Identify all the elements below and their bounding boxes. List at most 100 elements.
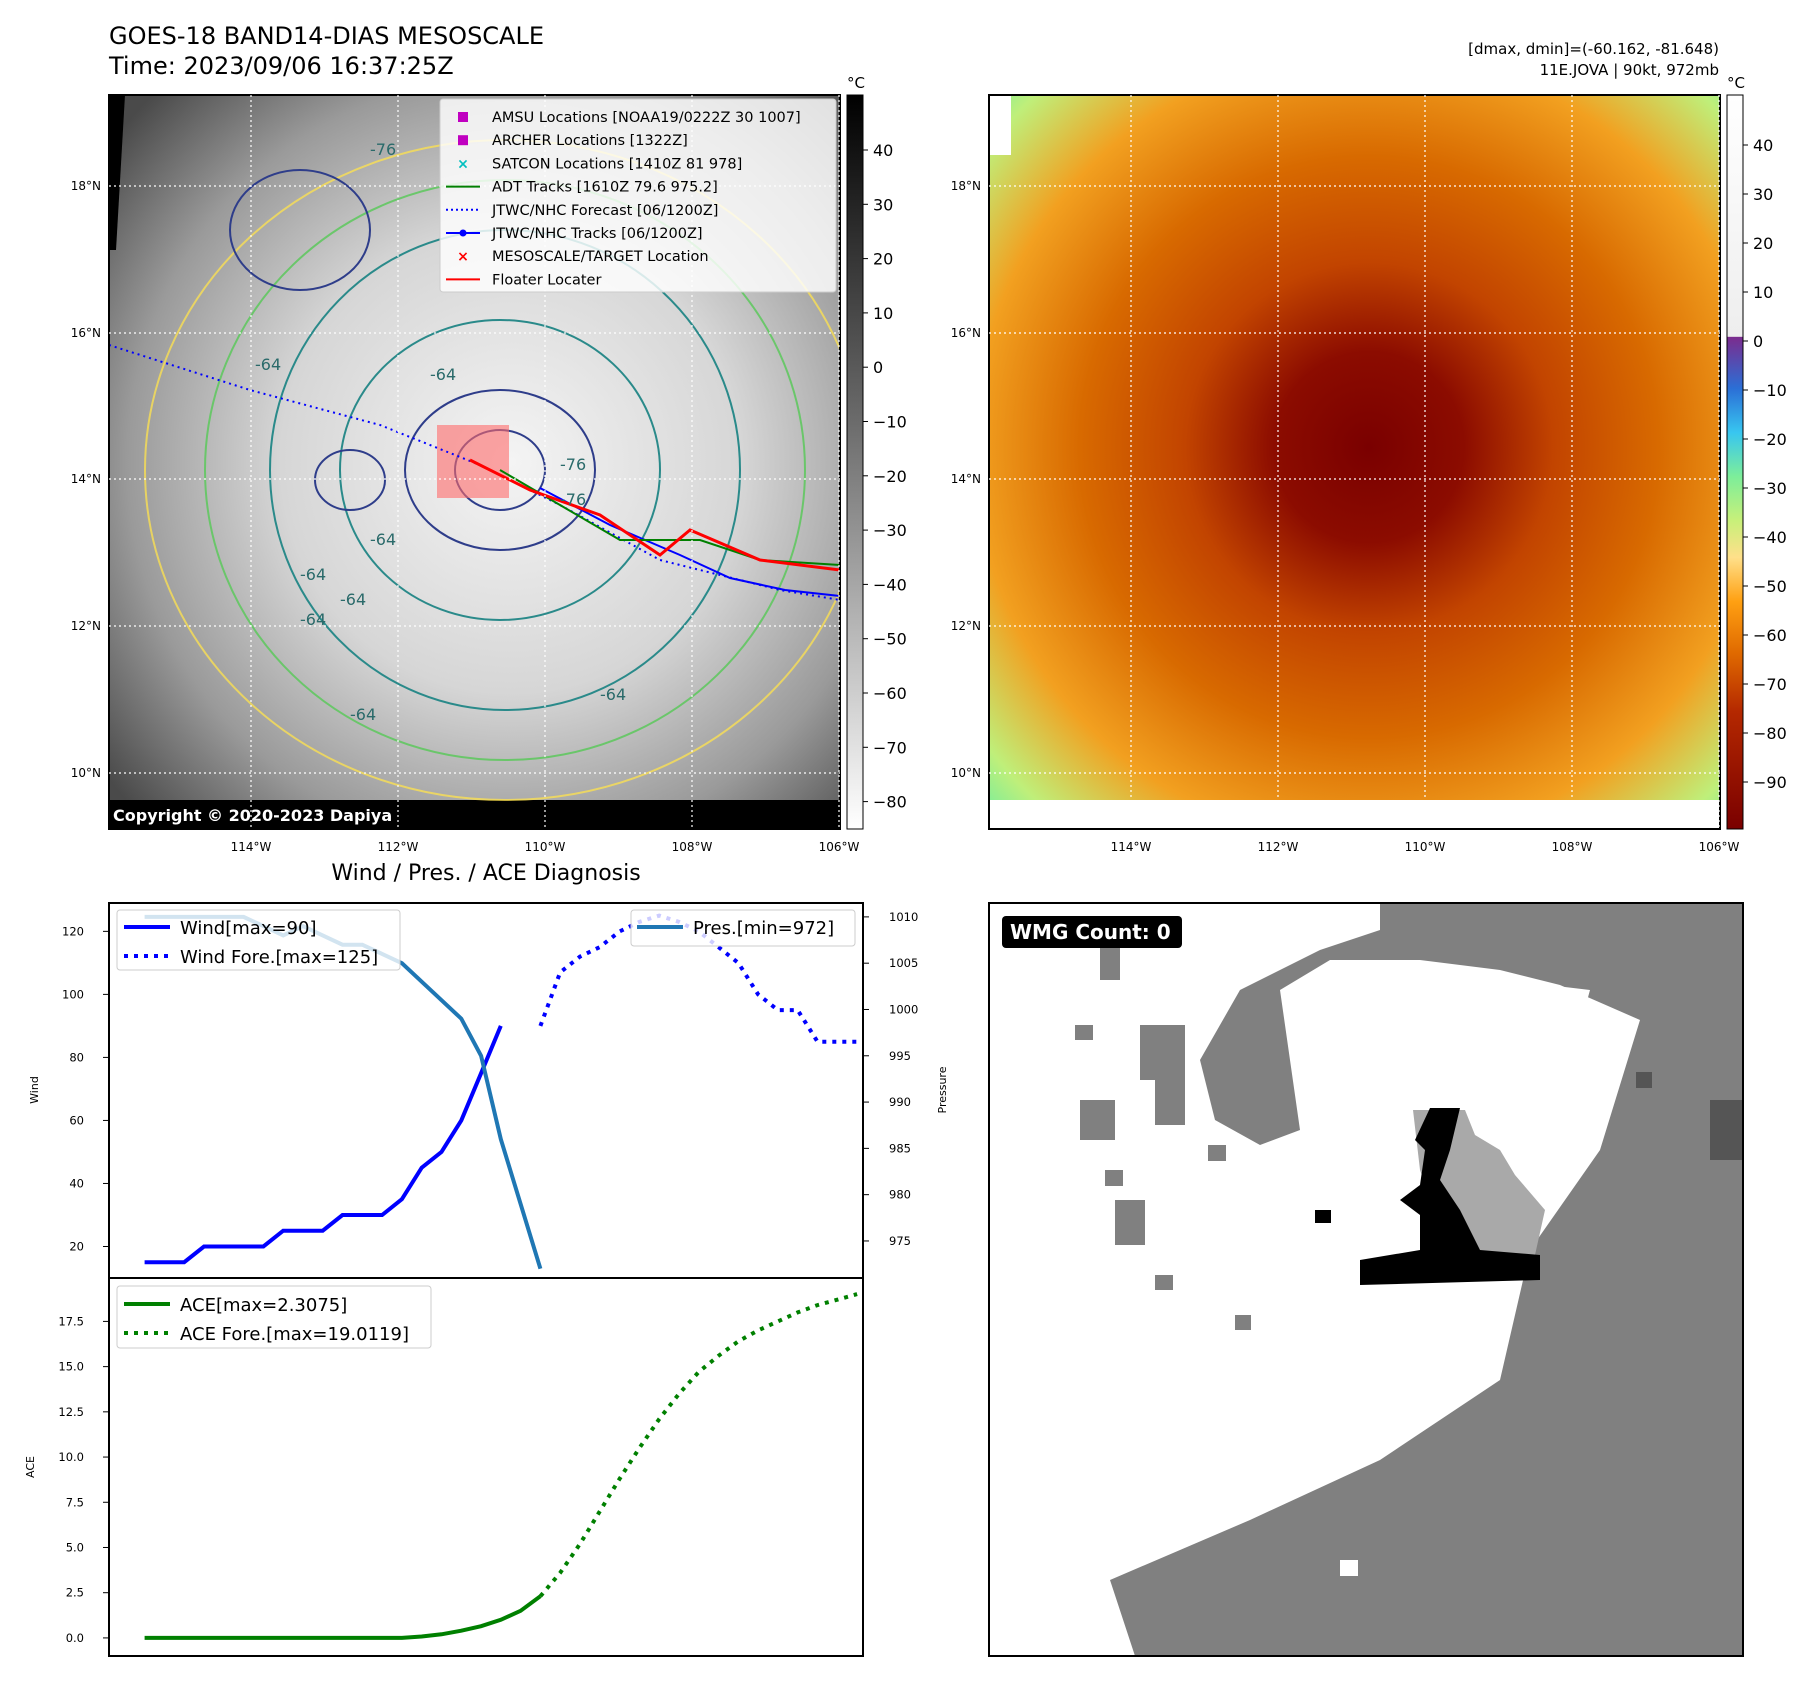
contour-label: -76	[370, 140, 396, 159]
wmg-speck	[1636, 1072, 1652, 1088]
colorbar-tick-label: −90	[1753, 773, 1787, 792]
ir-map-frame	[108, 94, 841, 830]
legend-label: SATCON Locations [1410Z 81 978]	[492, 156, 742, 172]
lat-tick-label: 10°N	[951, 766, 981, 780]
lat-tick-label: 14°N	[951, 472, 981, 486]
contour-label: -64	[255, 355, 281, 374]
wind-tick-label: 80	[69, 1050, 84, 1064]
wmg-count-badge	[1002, 916, 1182, 948]
colorbar-tick-label: −70	[873, 738, 907, 757]
colorbar-tick-label: 10	[873, 304, 893, 323]
ace-tick-label: 0.0	[66, 1631, 84, 1645]
wmg-black-core	[1360, 1108, 1540, 1285]
ace-tick-label: 2.5	[66, 1586, 84, 1600]
color-colorbar	[1726, 94, 1744, 830]
lon-tick-label: 108°W	[1552, 840, 1593, 854]
copyright-bar	[109, 800, 840, 829]
wind-tick-label: 100	[62, 987, 84, 1001]
colorbar-tick-label: −80	[1753, 724, 1787, 743]
contour-label: -64	[300, 565, 326, 584]
lat-tick-label: 12°N	[71, 619, 101, 633]
pressure-tick-label: 1005	[889, 956, 918, 970]
gray-colorbar-unit: °C	[847, 74, 865, 92]
colorbar-tick-label: 20	[1753, 234, 1773, 253]
legend-label: ADT Tracks [1610Z 79.6 975.2]	[492, 180, 718, 196]
wmg-speck	[1075, 1025, 1093, 1040]
lat-tick-label: 12°N	[951, 619, 981, 633]
pressure-tick-label: 1000	[889, 1002, 918, 1016]
colorbar-tick-label: −10	[873, 413, 907, 432]
wmg-speck	[1105, 1170, 1123, 1186]
wind-tick-label: 40	[69, 1176, 84, 1190]
legend-marker	[458, 135, 468, 146]
wind-legend-box	[116, 909, 401, 971]
colorbar-tick-label: −50	[873, 630, 907, 649]
series-line	[144, 1594, 542, 1640]
colorbar-tick-label: 40	[873, 141, 893, 160]
pressure-tick-label: 975	[889, 1234, 911, 1248]
color-ir-map-panel: 114°W 112°W 110°W 108°W 106°W 18°N 16°N 14°N 12°…	[951, 74, 1787, 854]
legend-marker: ×	[457, 249, 469, 265]
lat-tick-label: 18°N	[951, 179, 981, 193]
wmg-gray-inner	[1230, 960, 1590, 1400]
lon-tick-label: 106°W	[819, 840, 860, 854]
wmg-speck	[1235, 1315, 1251, 1330]
wmg-speck	[1080, 1100, 1115, 1140]
wmg-speck	[1208, 1145, 1226, 1161]
pressure-tick-label: 995	[889, 1049, 911, 1063]
ace-tick-label: 10.0	[58, 1450, 84, 1464]
colorbar-tick-label: 10	[1753, 283, 1773, 302]
colorbar-tick-label: −20	[873, 467, 907, 486]
lon-tick-label: 112°W	[1258, 840, 1299, 854]
contour-ring	[229, 169, 371, 291]
colorbar-tick-label: 30	[873, 195, 893, 214]
lon-tick-label: 108°W	[672, 840, 713, 854]
colorbar-tick-label: −60	[873, 684, 907, 703]
lat-tick-label: 16°N	[951, 326, 981, 340]
no-data-corner	[109, 95, 125, 250]
contour-ring	[314, 449, 386, 511]
wind-pressure-chart: 20 40 60 80 100 120 975 980 985 990 995 1000 1005 101…	[28, 902, 949, 1279]
ace-axis-label: ACE	[24, 1456, 37, 1478]
contour-ring	[339, 319, 661, 621]
legend-label: Wind[max=90]	[180, 918, 317, 939]
colorbar-tick-label: −30	[1753, 479, 1787, 498]
legend-label: Floater Locater	[492, 272, 601, 288]
wmg-speck	[1115, 1200, 1145, 1245]
lat-tick-label: 10°N	[71, 766, 101, 780]
colorbar-tick-label: −10	[1753, 381, 1787, 400]
legend-marker	[458, 112, 468, 122]
contour-label: -76	[560, 455, 586, 474]
pressure-tick-label: 1010	[889, 910, 918, 924]
ace-tick-label: 12.5	[58, 1405, 84, 1419]
lat-tick-label: 16°N	[71, 326, 101, 340]
ace-chart: 0.0 2.5 5.0 7.5 10.0 12.5 15.0 17.5 ACE ACE[max…	[24, 1277, 864, 1657]
dmax-dmin-label: [dmax, dmin]=(-60.162, -81.648)	[1468, 40, 1719, 58]
wmg-white-hole	[1340, 1560, 1358, 1576]
wmg-speck	[1155, 1275, 1173, 1290]
colorbar-tick-label: 30	[1753, 185, 1773, 204]
missing-data-corner	[989, 95, 1011, 155]
wmg-count-label: WMG Count: 0	[1010, 920, 1171, 944]
wind-tick-label: 20	[69, 1239, 84, 1253]
color-colorbar-unit: °C	[1727, 74, 1745, 92]
legend-label: Wind Fore.[max=125]	[180, 947, 378, 968]
colorbar-tick-label: −70	[1753, 675, 1787, 694]
colorbar-tick-label: 20	[873, 250, 893, 269]
lon-tick-label: 114°W	[231, 840, 272, 854]
colorbar-tick-label: 0	[873, 358, 883, 377]
jtwc-track	[539, 487, 840, 597]
lon-tick-label: 110°W	[525, 840, 566, 854]
wmg-panel: WMG Count: 0	[988, 902, 1744, 1657]
colorbar-tick-label: −60	[1753, 626, 1787, 645]
legend-label: JTWC/NHC Tracks [06/1200Z]	[491, 226, 703, 242]
wmg-speck	[1140, 1025, 1185, 1080]
legend-label: AMSU Locations [NOAA19/0222Z 30 1007]	[492, 110, 801, 126]
color-ir-imagery	[989, 95, 1720, 829]
contour-label: -64	[430, 365, 456, 384]
contour-label: -64	[340, 590, 366, 609]
legend-label: ACE Fore.[max=19.0119]	[180, 1324, 409, 1345]
missing-data-strip	[989, 800, 1720, 829]
colorbar-tick-label: −30	[873, 521, 907, 540]
